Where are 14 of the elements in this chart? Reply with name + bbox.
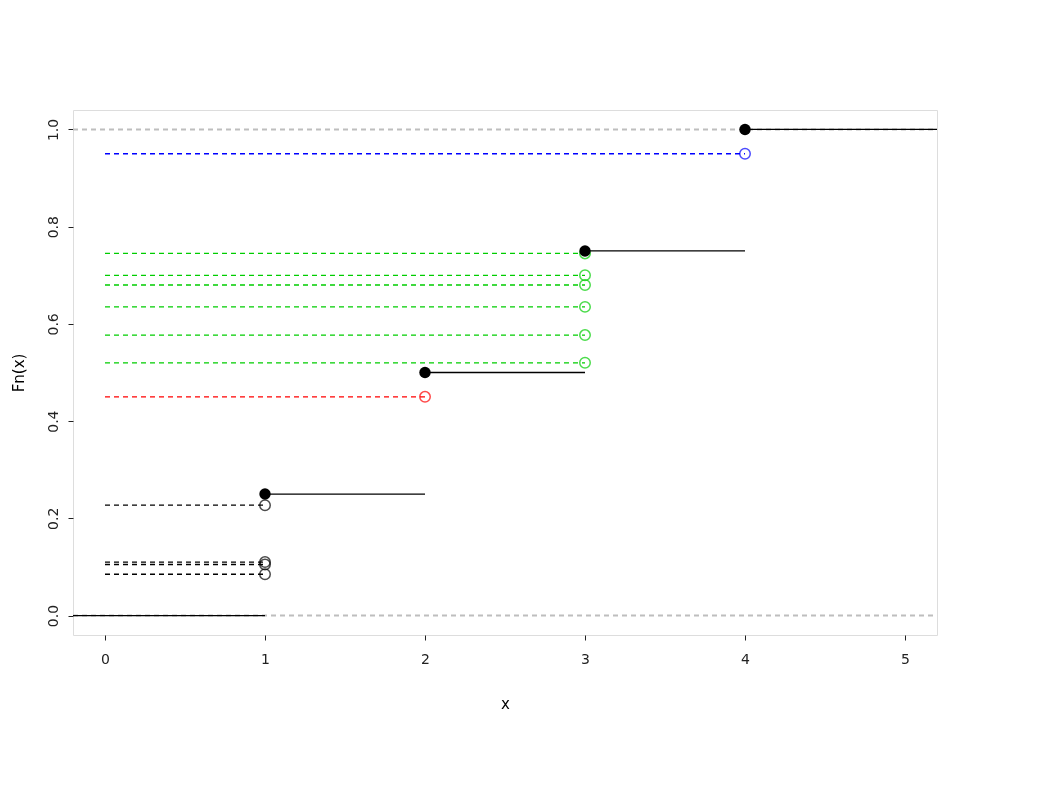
y-axis-title: Fn(x) bbox=[9, 353, 28, 393]
x-axis-title: x bbox=[501, 694, 511, 713]
y-tick-label: 0.4 bbox=[44, 410, 61, 433]
y-tick-label: 1.0 bbox=[44, 118, 61, 142]
x-tick-label: 0 bbox=[101, 650, 110, 667]
x-tick-label: 4 bbox=[741, 650, 751, 667]
x-tick-label: 3 bbox=[581, 650, 590, 667]
y-tick-label: 0.0 bbox=[44, 604, 61, 628]
y-tick-label: 0.2 bbox=[44, 507, 61, 530]
x-tick-label: 1 bbox=[261, 650, 270, 667]
y-tick-label: 0.8 bbox=[44, 216, 61, 239]
y-tick-label: 0.6 bbox=[44, 313, 61, 336]
x-tick-label: 2 bbox=[421, 650, 430, 667]
x-tick-label: 5 bbox=[901, 650, 910, 667]
